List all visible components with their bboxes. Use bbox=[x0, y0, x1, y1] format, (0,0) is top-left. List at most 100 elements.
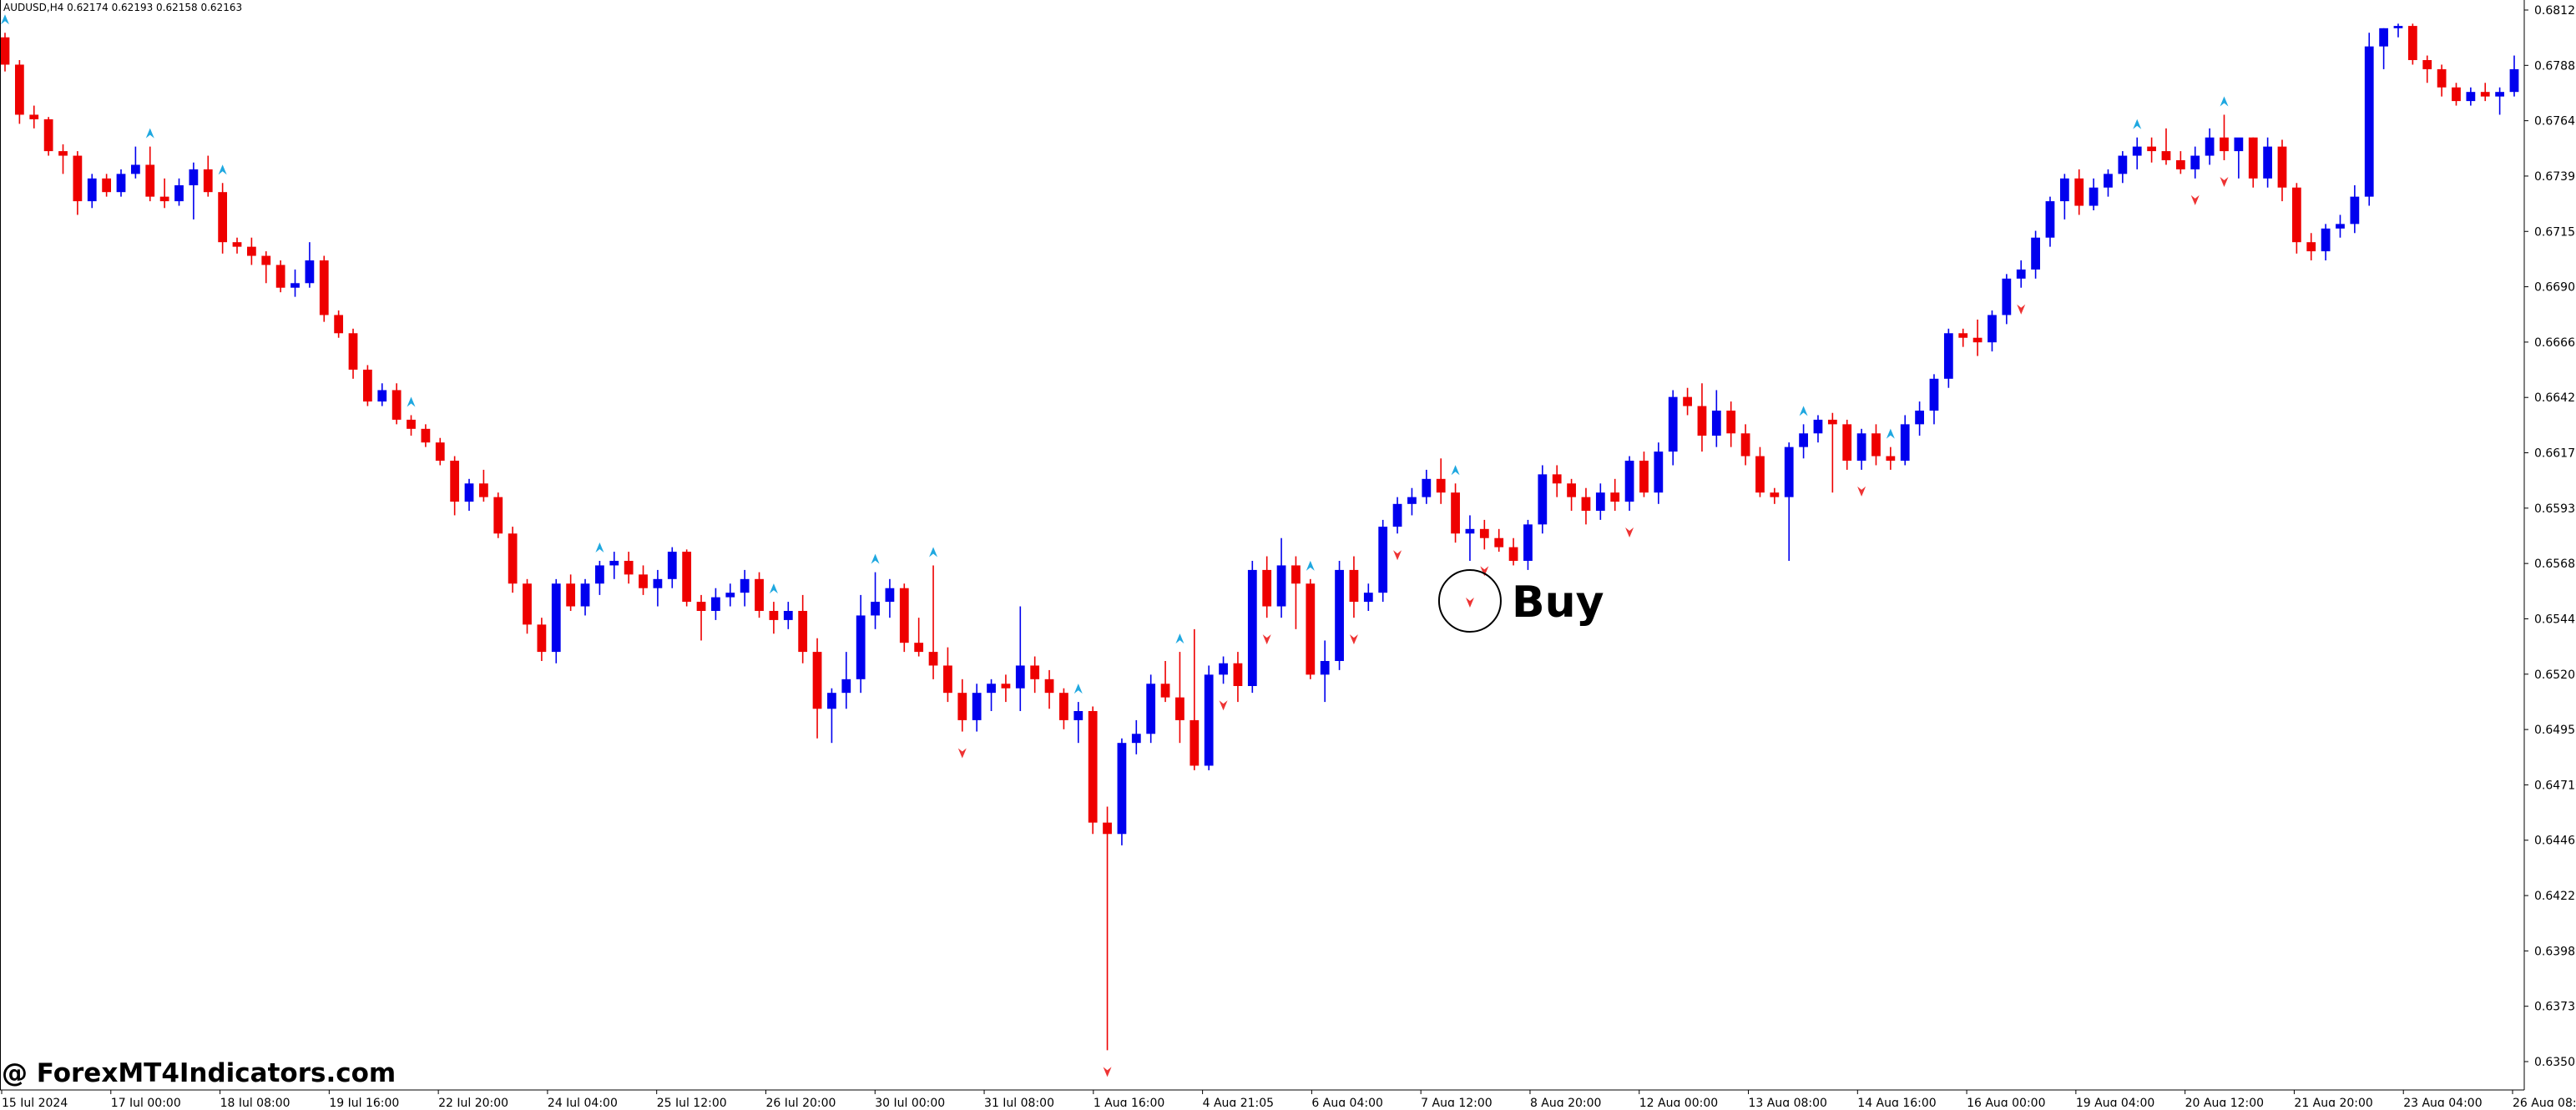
candle-body bbox=[1711, 411, 1721, 436]
candle bbox=[2321, 224, 2331, 260]
buy-signal-up-arrow-icon bbox=[145, 128, 154, 139]
time-tick-label: 8 Aug 20:00 bbox=[1530, 1097, 1602, 1107]
candle-body bbox=[1306, 583, 1316, 675]
candle-body bbox=[2277, 146, 2287, 188]
candle bbox=[1929, 374, 1939, 425]
candle-body bbox=[1508, 547, 1518, 561]
candle bbox=[2306, 233, 2316, 260]
candle bbox=[1030, 656, 1040, 694]
candle bbox=[928, 565, 938, 679]
price-tick-label: 0.68125 bbox=[2534, 4, 2576, 18]
candle bbox=[1538, 465, 1548, 534]
candle bbox=[1567, 478, 1576, 511]
candle bbox=[1015, 606, 1025, 711]
candle bbox=[348, 328, 358, 379]
candle-body bbox=[1755, 456, 1765, 493]
candle bbox=[667, 547, 677, 588]
candle-body bbox=[1624, 461, 1634, 502]
time-tick-label: 18 Jul 08:00 bbox=[220, 1097, 290, 1107]
candle-body bbox=[769, 611, 779, 620]
candle-body bbox=[189, 169, 199, 185]
candle bbox=[334, 310, 344, 338]
candle-body bbox=[1915, 411, 1924, 425]
candle bbox=[1871, 424, 1881, 466]
candle-body bbox=[928, 652, 938, 666]
candle bbox=[319, 255, 329, 322]
candle bbox=[1349, 556, 1359, 618]
candle bbox=[1291, 556, 1301, 629]
candle-body bbox=[1073, 711, 1083, 720]
candle bbox=[1508, 537, 1518, 566]
candle bbox=[1422, 469, 1432, 504]
candle bbox=[914, 618, 924, 657]
time-tick-label: 26 Jul 20:00 bbox=[765, 1097, 836, 1107]
candle-body bbox=[493, 497, 503, 534]
candle bbox=[232, 237, 242, 254]
time-tick-label: 1 Aug 16:00 bbox=[1094, 1097, 1165, 1107]
candle-body bbox=[885, 588, 895, 603]
candle-body bbox=[972, 693, 982, 720]
candle bbox=[1958, 328, 1968, 347]
sell-signal-down-arrow-icon bbox=[2220, 177, 2229, 187]
candle bbox=[740, 569, 750, 607]
candle bbox=[1654, 442, 1664, 504]
candle-body bbox=[2175, 160, 2185, 169]
candle-body bbox=[740, 578, 750, 593]
sell-signal-down-arrow-icon bbox=[1393, 550, 1402, 561]
candle bbox=[290, 269, 300, 297]
candle bbox=[0, 33, 10, 72]
candle bbox=[493, 492, 503, 538]
candle-body bbox=[1610, 492, 1620, 502]
candle bbox=[14, 60, 24, 124]
candle bbox=[1595, 483, 1605, 520]
candle bbox=[1146, 674, 1156, 744]
candle bbox=[218, 183, 228, 254]
candle-body bbox=[1871, 433, 1881, 457]
candle bbox=[377, 383, 387, 406]
candle bbox=[1233, 652, 1243, 703]
candle-body bbox=[1392, 503, 1402, 527]
candle bbox=[2132, 137, 2142, 169]
candle-body bbox=[1929, 378, 1939, 411]
candle bbox=[624, 552, 634, 584]
buy-signal-up-arrow-icon bbox=[1306, 560, 1315, 571]
candle-body bbox=[58, 151, 68, 156]
candle-body bbox=[1639, 461, 1649, 493]
candles-layer bbox=[0, 23, 2519, 1051]
candle-body bbox=[247, 246, 256, 256]
candle-body bbox=[2220, 137, 2229, 152]
candle bbox=[1726, 401, 1736, 447]
candle bbox=[1624, 456, 1634, 511]
candle bbox=[2016, 260, 2026, 288]
price-tick-label: 0.66175 bbox=[2534, 447, 2576, 461]
candle-body bbox=[2350, 196, 2360, 225]
candle-body bbox=[407, 419, 416, 429]
candle-body bbox=[0, 37, 10, 65]
candle bbox=[1436, 458, 1446, 504]
candle-body bbox=[203, 169, 213, 193]
candle-body bbox=[43, 119, 53, 152]
candle bbox=[1465, 515, 1475, 561]
candle bbox=[1842, 419, 1852, 470]
time-tick-label: 6 Aug 04:00 bbox=[1311, 1097, 1383, 1107]
price-tick-label: 0.67395 bbox=[2534, 170, 2576, 184]
candle bbox=[116, 169, 126, 197]
candle bbox=[696, 594, 706, 641]
candle-body bbox=[1204, 674, 1214, 766]
sell-signal-down-arrow-icon bbox=[957, 748, 967, 759]
sell-signal-down-arrow-icon bbox=[1262, 634, 1271, 645]
candle bbox=[2263, 137, 2272, 188]
candle bbox=[1204, 665, 1214, 770]
candle bbox=[2336, 214, 2345, 238]
candle bbox=[987, 679, 996, 711]
time-tick-label: 19 Aug 04:00 bbox=[2076, 1097, 2154, 1107]
candle bbox=[2205, 128, 2215, 165]
candle-body bbox=[755, 578, 764, 611]
candle bbox=[479, 469, 488, 502]
